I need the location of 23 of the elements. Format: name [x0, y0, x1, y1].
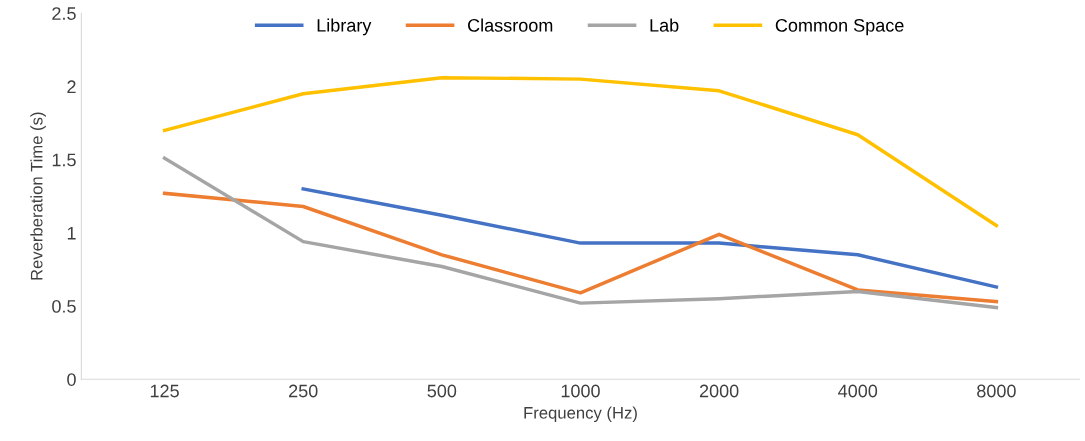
legend-label: Classroom: [468, 18, 553, 32]
x-tick-label: 125: [150, 384, 179, 398]
legend-label: Common Space: [775, 18, 904, 36]
line-series: [301, 187, 999, 289]
legend-label: Lab: [650, 18, 679, 32]
line-series: [162, 75, 999, 228]
x-axis-title: Frequency (Hz): [524, 406, 637, 423]
x-tick-label: 1000: [561, 384, 600, 398]
x-tick-label: 8000: [977, 384, 1016, 398]
y-tick-label: 0: [67, 373, 76, 386]
line-series: [162, 156, 999, 310]
x-tick-label: 500: [427, 384, 457, 398]
y-tick-label: 2: [67, 80, 76, 93]
legend-label: Library: [317, 18, 372, 36]
line-series: [162, 191, 999, 304]
y-tick-label: 1: [67, 226, 76, 240]
y-axis-title: Reverberation Time (s): [30, 112, 46, 280]
x-tick-label: 2000: [699, 384, 739, 398]
x-tick-label: 250: [289, 384, 318, 398]
x-tick-label: 4000: [838, 384, 878, 398]
y-tick-label: 2.5: [52, 7, 76, 20]
y-tick-label: 1.5: [52, 153, 76, 167]
y-tick-label: 0.5: [52, 299, 76, 313]
